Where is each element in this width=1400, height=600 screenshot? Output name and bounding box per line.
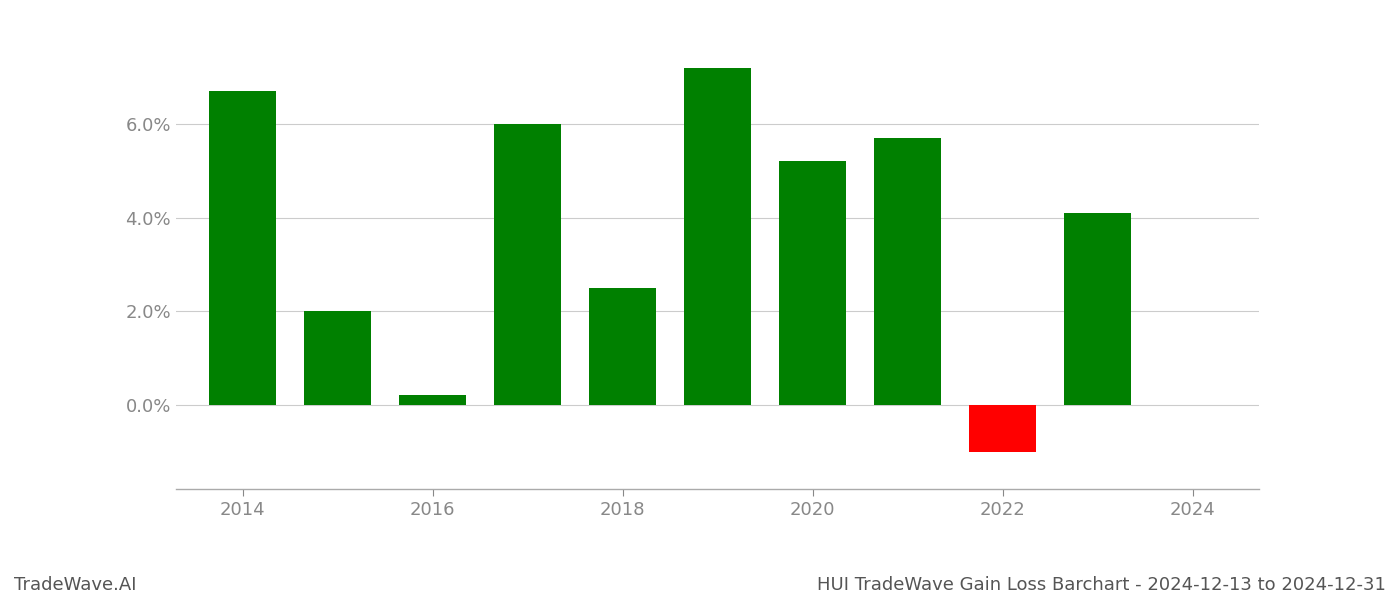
Bar	[874, 138, 941, 405]
Bar	[209, 91, 276, 405]
Bar	[399, 395, 466, 405]
Bar	[780, 161, 846, 405]
Bar	[969, 405, 1036, 452]
Text: HUI TradeWave Gain Loss Barchart - 2024-12-13 to 2024-12-31: HUI TradeWave Gain Loss Barchart - 2024-…	[818, 576, 1386, 594]
Bar	[589, 288, 655, 405]
Text: TradeWave.AI: TradeWave.AI	[14, 576, 137, 594]
Bar	[304, 311, 371, 405]
Bar	[1064, 213, 1131, 405]
Bar	[494, 124, 561, 405]
Bar	[685, 68, 750, 405]
